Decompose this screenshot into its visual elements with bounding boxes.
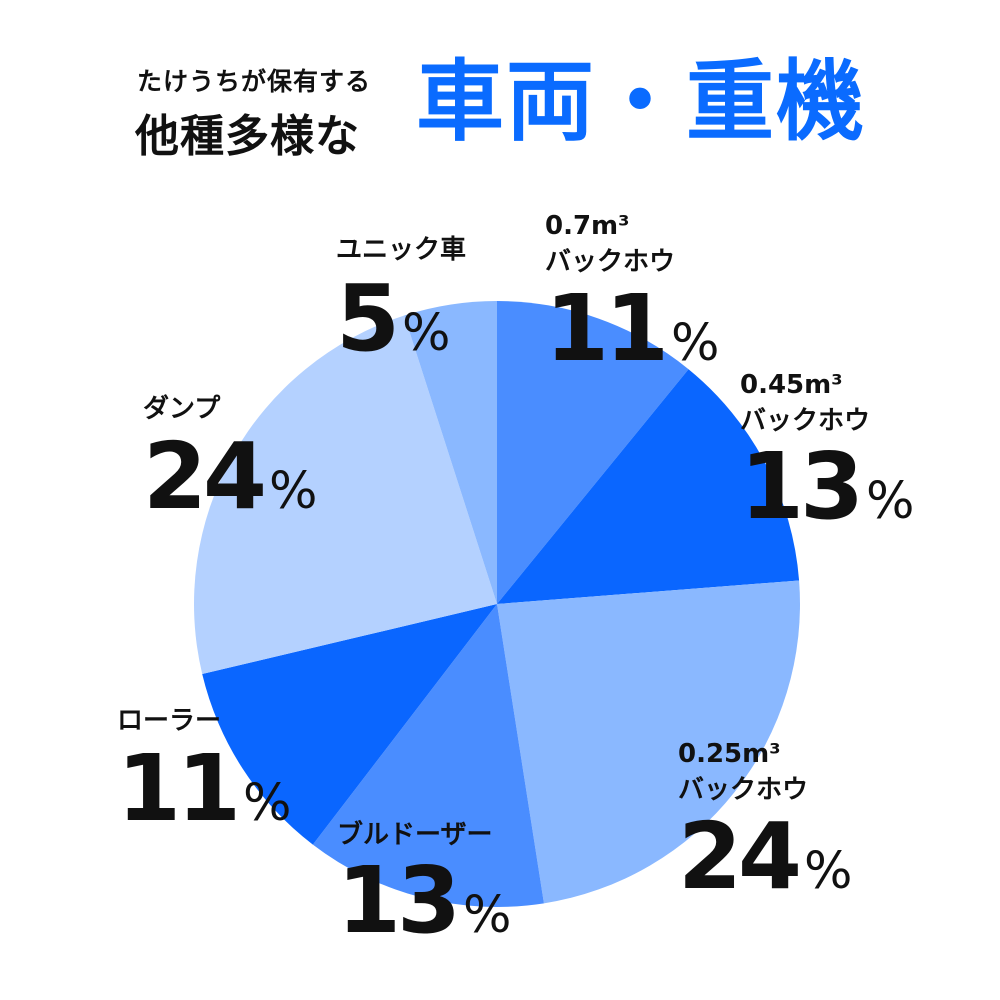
slice-label-text: ブルドーザー xyxy=(337,819,492,850)
pie-slice-3 xyxy=(312,604,544,907)
slice-label-text: 0.25m³ xyxy=(678,739,781,769)
pie-slice-5 xyxy=(194,315,497,675)
pie-slice-4 xyxy=(202,604,497,845)
slice-percent: 24% xyxy=(678,803,853,910)
slice-percent: 11% xyxy=(545,275,720,382)
pie-slice-6 xyxy=(404,301,497,604)
title-lead: たけうちが保有する xyxy=(137,67,372,96)
slice-label-text: ローラー xyxy=(117,706,221,736)
pie-slice-2 xyxy=(497,580,800,904)
pie-slice-1 xyxy=(497,369,800,604)
slice-percent: 5% xyxy=(336,265,450,372)
slice-percent: 24% xyxy=(143,423,318,530)
title-sub: 他種多様な xyxy=(135,111,360,162)
slice-percent: 11% xyxy=(117,735,292,842)
pie-slices xyxy=(194,301,800,907)
slice-label-text: バックホウ xyxy=(545,247,675,277)
slice-label-text: 0.45m³ xyxy=(740,370,843,400)
pie-slice-0 xyxy=(497,301,689,604)
slice-label-text: バックホウ xyxy=(740,406,870,436)
slice-percent: 13% xyxy=(337,847,512,954)
slice-label-text: バックホウ xyxy=(678,775,808,805)
slice-label-text: ユニック車 xyxy=(336,235,466,265)
slice-label-text: ダンプ xyxy=(143,393,221,424)
slice-percent: 13% xyxy=(740,433,915,540)
slice-label-text: 0.7m³ xyxy=(545,211,630,241)
chart-title: 車両・重機 xyxy=(416,50,867,153)
